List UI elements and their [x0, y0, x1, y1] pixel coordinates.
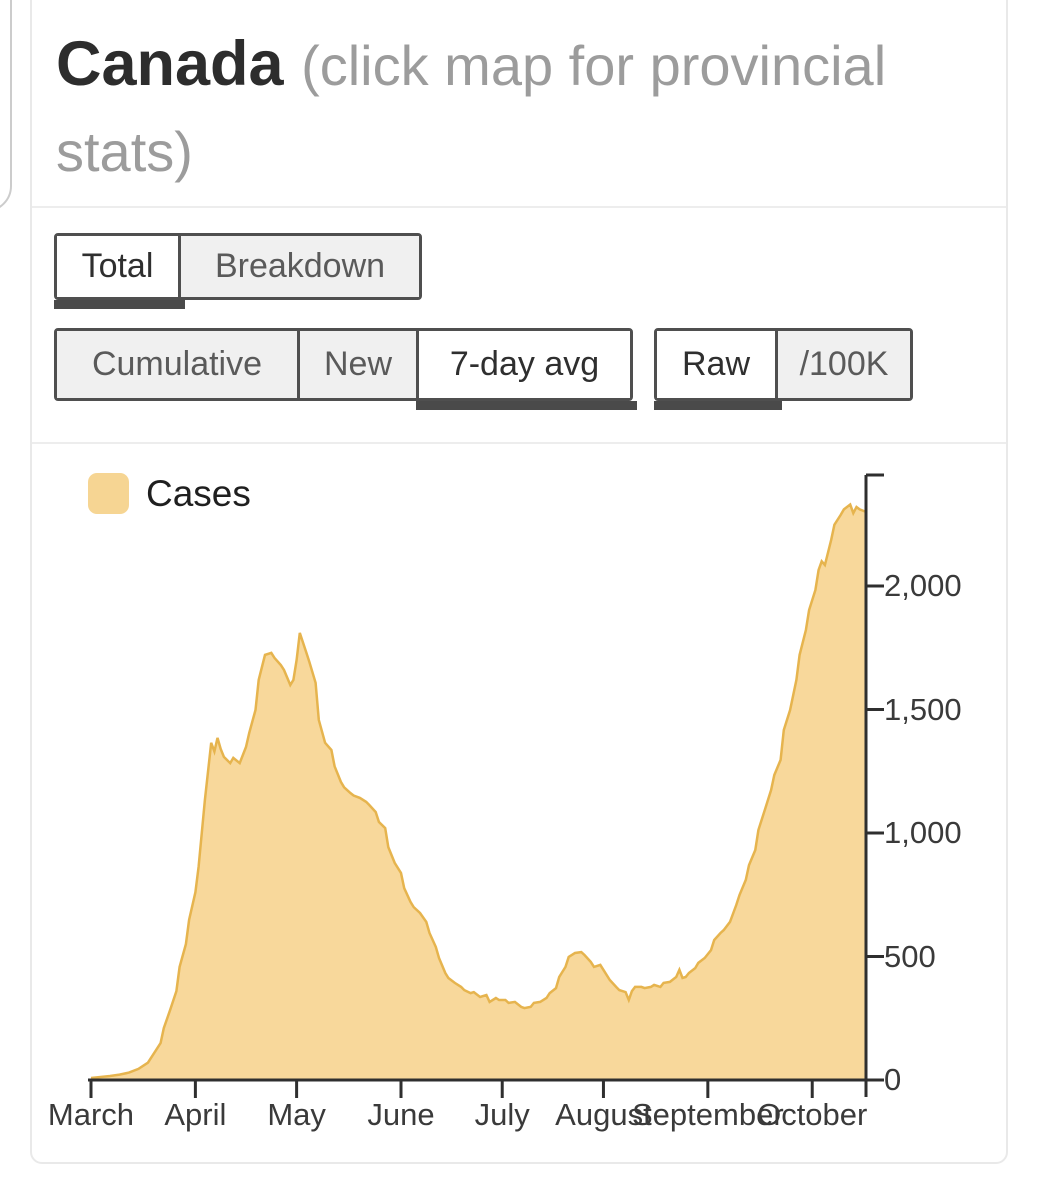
- cases-area-fill: [91, 504, 866, 1080]
- new-button[interactable]: New: [297, 331, 416, 398]
- y-axis-label-1000: 1,000: [884, 815, 962, 850]
- tick-group: [89, 584, 884, 1098]
- title-hint: (click map for provincial stats): [56, 34, 887, 183]
- cases-area-line: [90, 502, 867, 1080]
- cases-area-chart: [88, 473, 884, 1098]
- per-100k-button[interactable]: /100K: [775, 331, 910, 398]
- y-axis-label-1500: 1,500: [884, 691, 962, 727]
- country-name: Canada: [56, 29, 284, 99]
- scale-toggle-group: Raw /100K: [654, 328, 913, 410]
- legend-cases-swatch: [88, 473, 129, 514]
- y-axis-label-0: 0: [884, 1062, 902, 1097]
- breakdown-tab[interactable]: Breakdown: [178, 236, 419, 297]
- x-axis-label-october: October: [757, 1097, 868, 1132]
- x-axis-label-june: June: [367, 1097, 435, 1132]
- cumulative-button[interactable]: Cumulative: [57, 331, 297, 398]
- x-axis-label-august: August: [555, 1097, 652, 1132]
- x-axis-label-july: July: [474, 1097, 530, 1132]
- legend-cases-label: Cases: [146, 473, 251, 514]
- x-axis-label-may: May: [267, 1097, 326, 1132]
- axis-group: [88, 473, 884, 1097]
- raw-button[interactable]: Raw: [654, 331, 782, 410]
- page-title: Canada (click map for provincial stats): [56, 22, 974, 194]
- mode-toggle-group: Cumulative New 7-day avg: [54, 328, 637, 410]
- y-axis-label-2000: 2,000: [884, 568, 962, 603]
- adjacent-card-edge: [0, 0, 12, 212]
- x-axis-label-march: March: [47, 1097, 135, 1132]
- x-axis-label-april: April: [164, 1097, 227, 1132]
- view-toggle-group: Total Breakdown: [54, 233, 422, 309]
- seven-day-avg-button[interactable]: 7-day avg: [416, 331, 637, 410]
- controls-divider: [32, 442, 1006, 444]
- y-axis-label-500: 500: [884, 938, 936, 974]
- total-tab[interactable]: Total: [54, 236, 185, 309]
- title-divider: [32, 206, 1006, 208]
- x-axis-label-september: September: [632, 1097, 784, 1132]
